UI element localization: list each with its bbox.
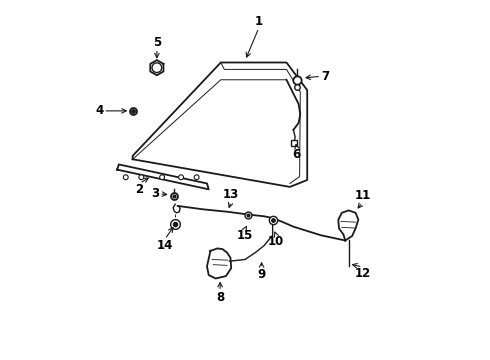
Text: 3: 3 [151,187,159,200]
Circle shape [123,175,128,180]
Circle shape [139,175,144,180]
Text: 13: 13 [223,188,239,202]
Text: 2: 2 [136,184,144,197]
Circle shape [160,175,165,180]
Text: 12: 12 [354,267,370,280]
Text: 7: 7 [321,70,329,83]
Circle shape [194,175,199,180]
Text: 6: 6 [293,148,301,161]
Text: 11: 11 [354,189,370,202]
Circle shape [179,175,183,180]
Circle shape [152,63,162,72]
Polygon shape [150,60,164,75]
Polygon shape [338,210,358,240]
Polygon shape [133,63,307,187]
Text: 5: 5 [153,36,161,49]
Text: 15: 15 [237,229,253,242]
Polygon shape [207,248,231,279]
Polygon shape [117,165,209,189]
Text: 8: 8 [216,291,224,304]
Text: 14: 14 [157,239,173,252]
Text: 10: 10 [268,235,284,248]
Text: 9: 9 [257,268,266,281]
Text: 1: 1 [255,15,263,28]
Text: 4: 4 [95,104,103,117]
